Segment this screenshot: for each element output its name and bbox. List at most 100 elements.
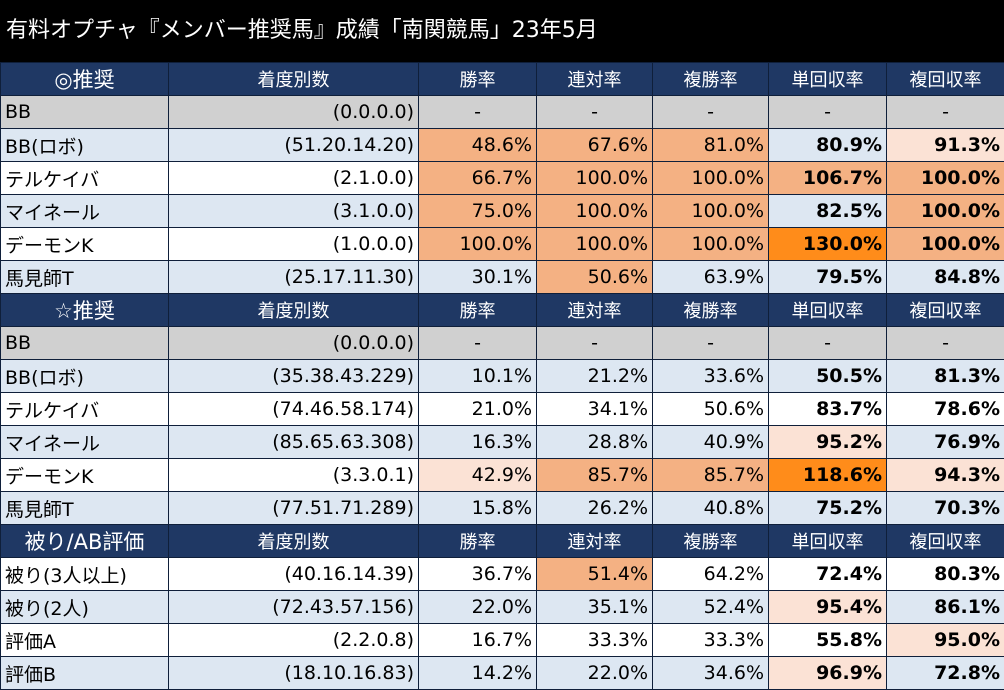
win-cell: - [419, 327, 537, 360]
table-row: テルケイバ(74.46.58.174)21.0%34.1%50.6%83.7%7… [1, 393, 1004, 426]
win-cell: 22.0% [419, 591, 537, 624]
show-ret-cell: 100.0% [887, 162, 1004, 195]
row-name: 評価A [1, 624, 169, 657]
row-name: デーモンK [1, 228, 169, 261]
show-cell: 100.0% [653, 195, 769, 228]
place-cell: 22.0% [537, 657, 653, 690]
row-name: テルケイバ [1, 162, 169, 195]
page-title: 有料オプチャ『メンバー推奨馬』成績「南関競馬」23年5月 [0, 0, 1004, 62]
table-row: マイネール(3.1.0.0)75.0%100.0%100.0%82.5%100.… [1, 195, 1004, 228]
win-ret-cell: - [769, 96, 887, 129]
show-ret-cell: - [887, 327, 1004, 360]
show-cell: 40.8% [653, 492, 769, 525]
row-name: デーモンK [1, 459, 169, 492]
win-ret-cell: 79.5% [769, 261, 887, 294]
column-header: 勝率 [419, 525, 537, 558]
win-ret-cell: 80.9% [769, 129, 887, 162]
place-cell: 50.6% [537, 261, 653, 294]
record-cell: (40.16.14.39) [169, 558, 419, 591]
show-cell: 64.2% [653, 558, 769, 591]
record-cell: (0.0.0.0) [169, 327, 419, 360]
show-cell: 33.6% [653, 360, 769, 393]
win-ret-cell: 130.0% [769, 228, 887, 261]
show-cell: 50.6% [653, 393, 769, 426]
record-cell: (3.1.0.0) [169, 195, 419, 228]
win-ret-cell: 106.7% [769, 162, 887, 195]
column-header: 複回収率 [887, 525, 1004, 558]
column-header: 着度別数 [169, 525, 419, 558]
win-ret-cell: 83.7% [769, 393, 887, 426]
table-row: BB(0.0.0.0)----- [1, 327, 1004, 360]
row-name: 被り(2人) [1, 591, 169, 624]
win-cell: 10.1% [419, 360, 537, 393]
place-cell: 28.8% [537, 426, 653, 459]
column-header: 単回収率 [769, 525, 887, 558]
record-cell: (2.1.0.0) [169, 162, 419, 195]
place-cell: 26.2% [537, 492, 653, 525]
win-cell: 21.0% [419, 393, 537, 426]
win-cell: 100.0% [419, 228, 537, 261]
section-title: ◎推奨 [1, 63, 169, 96]
show-ret-cell: 81.3% [887, 360, 1004, 393]
place-cell: 100.0% [537, 195, 653, 228]
column-header: 勝率 [419, 294, 537, 327]
column-header: 勝率 [419, 63, 537, 96]
show-ret-cell: 70.3% [887, 492, 1004, 525]
column-header: 着度別数 [169, 294, 419, 327]
column-header: 単回収率 [769, 63, 887, 96]
show-ret-cell: - [887, 96, 1004, 129]
column-header: 複勝率 [653, 63, 769, 96]
place-cell: 33.3% [537, 624, 653, 657]
column-header: 複回収率 [887, 294, 1004, 327]
row-name: マイネール [1, 195, 169, 228]
column-header: 連対率 [537, 294, 653, 327]
record-cell: (3.3.0.1) [169, 459, 419, 492]
column-header: 単回収率 [769, 294, 887, 327]
table-row: BB(0.0.0.0)----- [1, 96, 1004, 129]
win-ret-cell: 55.8% [769, 624, 887, 657]
show-cell: 81.0% [653, 129, 769, 162]
table-row: マイネール(85.65.63.308)16.3%28.8%40.9%95.2%7… [1, 426, 1004, 459]
place-cell: - [537, 327, 653, 360]
show-cell: 33.3% [653, 624, 769, 657]
table-row: BB(ロボ)(51.20.14.20)48.6%67.6%81.0%80.9%9… [1, 129, 1004, 162]
show-cell: - [653, 327, 769, 360]
record-cell: (74.46.58.174) [169, 393, 419, 426]
win-cell: 30.1% [419, 261, 537, 294]
section-header: ◎推奨着度別数勝率連対率複勝率単回収率複回収率 [1, 63, 1004, 96]
place-cell: 35.1% [537, 591, 653, 624]
record-cell: (85.65.63.308) [169, 426, 419, 459]
row-name: 被り(3人以上) [1, 558, 169, 591]
table-row: テルケイバ(2.1.0.0)66.7%100.0%100.0%106.7%100… [1, 162, 1004, 195]
place-cell: 21.2% [537, 360, 653, 393]
win-cell: 14.2% [419, 657, 537, 690]
win-ret-cell: 95.4% [769, 591, 887, 624]
show-ret-cell: 94.3% [887, 459, 1004, 492]
show-ret-cell: 84.8% [887, 261, 1004, 294]
win-ret-cell: 95.2% [769, 426, 887, 459]
table-row: 馬見師T(25.17.11.30)30.1%50.6%63.9%79.5%84.… [1, 261, 1004, 294]
win-ret-cell: 82.5% [769, 195, 887, 228]
show-ret-cell: 100.0% [887, 228, 1004, 261]
record-cell: (1.0.0.0) [169, 228, 419, 261]
show-cell: 100.0% [653, 162, 769, 195]
record-cell: (35.38.43.229) [169, 360, 419, 393]
place-cell: 85.7% [537, 459, 653, 492]
record-cell: (0.0.0.0) [169, 96, 419, 129]
record-cell: (25.17.11.30) [169, 261, 419, 294]
row-name: 馬見師T [1, 261, 169, 294]
win-ret-cell: 50.5% [769, 360, 887, 393]
win-cell: - [419, 96, 537, 129]
win-cell: 16.7% [419, 624, 537, 657]
row-name: テルケイバ [1, 393, 169, 426]
record-cell: (18.10.16.83) [169, 657, 419, 690]
table-row: デーモンK(1.0.0.0)100.0%100.0%100.0%130.0%10… [1, 228, 1004, 261]
table-row: デーモンK(3.3.0.1)42.9%85.7%85.7%118.6%94.3% [1, 459, 1004, 492]
section-title: 被り/AB評価 [1, 525, 169, 558]
win-cell: 16.3% [419, 426, 537, 459]
show-ret-cell: 78.6% [887, 393, 1004, 426]
show-ret-cell: 72.8% [887, 657, 1004, 690]
record-cell: (51.20.14.20) [169, 129, 419, 162]
table-row: 被り(2人)(72.43.57.156)22.0%35.1%52.4%95.4%… [1, 591, 1004, 624]
column-header: 着度別数 [169, 63, 419, 96]
